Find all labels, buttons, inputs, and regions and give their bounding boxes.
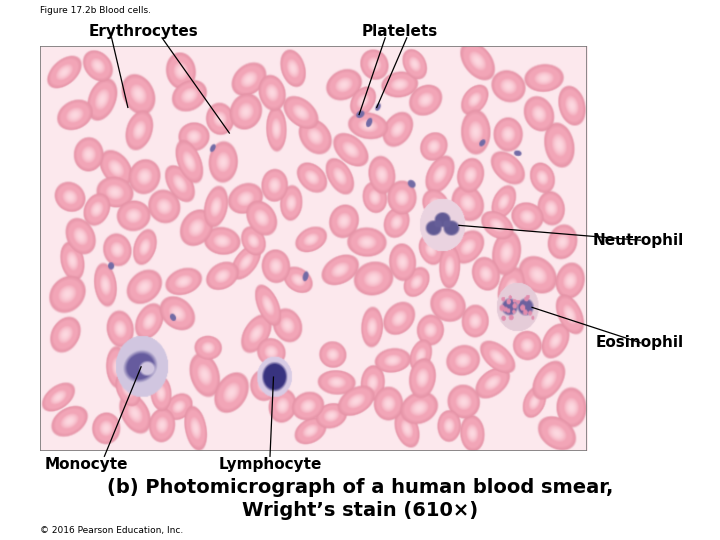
Text: Monocyte: Monocyte [45, 457, 128, 472]
Text: Eosinophil: Eosinophil [596, 335, 684, 350]
Text: Figure 17.2b Blood cells.: Figure 17.2b Blood cells. [40, 6, 150, 16]
Text: Lymphocyte: Lymphocyte [218, 457, 322, 472]
Text: © 2016 Pearson Education, Inc.: © 2016 Pearson Education, Inc. [40, 525, 183, 535]
Text: Neutrophil: Neutrophil [593, 233, 684, 248]
Text: Wright’s stain (610×): Wright’s stain (610×) [242, 501, 478, 520]
Text: Erythrocytes: Erythrocytes [89, 24, 199, 39]
Text: (b) Photomicrograph of a human blood smear,: (b) Photomicrograph of a human blood sme… [107, 477, 613, 497]
Text: Platelets: Platelets [361, 24, 438, 39]
